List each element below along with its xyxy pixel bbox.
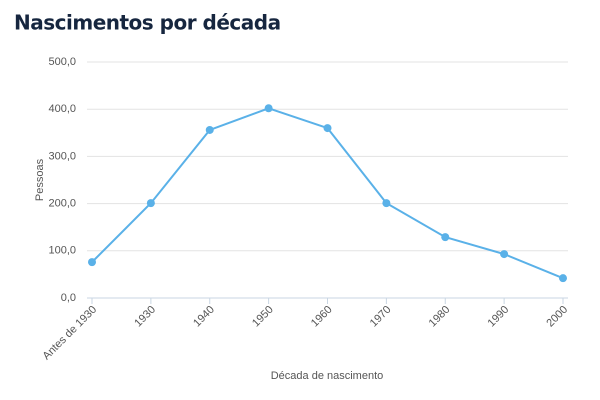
x-tick-label: 2000 (544, 304, 570, 330)
chart-title: Nascimentos por década (14, 11, 281, 35)
point (382, 199, 391, 208)
x-tick-label: 1980 (427, 304, 453, 330)
point (500, 250, 509, 259)
y-tick-label: 200,0 (48, 198, 76, 210)
point (323, 124, 332, 133)
x-tick-label: 1990 (486, 304, 512, 330)
line (91, 107, 564, 280)
y-tick-label: 300,0 (48, 150, 76, 162)
x-tick-label: 1930 (132, 304, 158, 330)
point (88, 258, 96, 267)
point (146, 199, 155, 208)
x-tick-label: 1950 (250, 304, 276, 330)
y-tick-label: 100,0 (48, 245, 76, 257)
x-tick-label: 1970 (368, 304, 394, 330)
x-tick-label: 1960 (309, 304, 335, 330)
y-tick-label: 500,0 (48, 56, 76, 68)
y-tick-label: 400,0 (48, 103, 76, 115)
y-tick-label: 0,0 (61, 292, 76, 304)
x-tick-label: Antes de 1930 (41, 304, 100, 363)
x-tick-label: 1940 (191, 304, 217, 330)
point (205, 125, 214, 134)
point (264, 104, 273, 113)
point (441, 233, 450, 242)
y-axis-label: Pessoas (34, 158, 46, 201)
x-axis-label: Década de nascimento (271, 370, 384, 382)
point (559, 274, 567, 283)
